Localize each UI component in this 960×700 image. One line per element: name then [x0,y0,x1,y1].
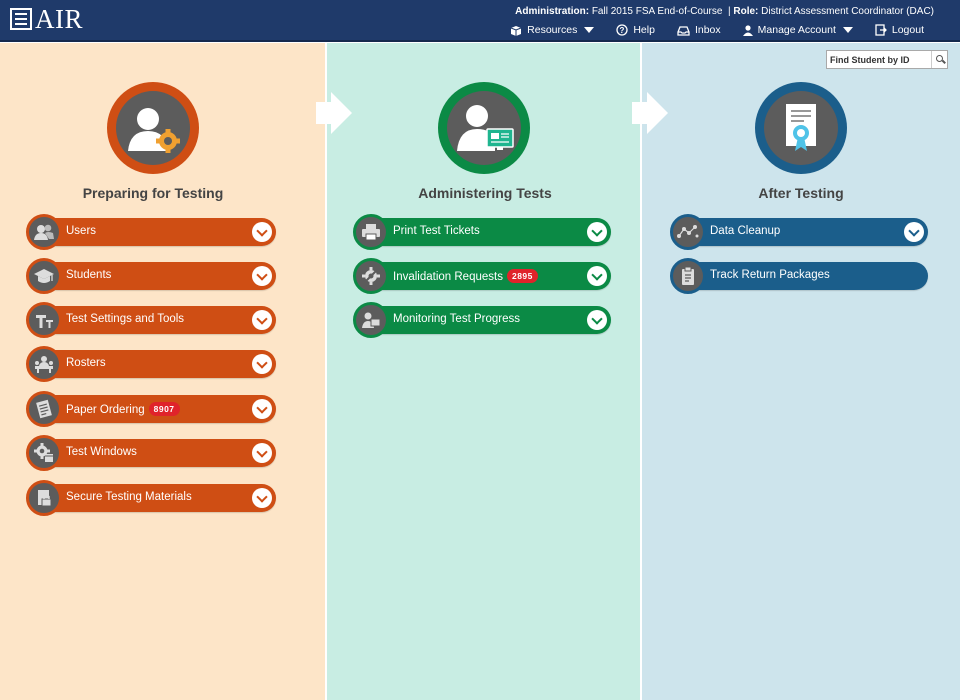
resources-menu[interactable]: Resources [510,24,595,36]
logout-label: Logout [891,24,924,36]
print-test-tickets-label: Print Test Tickets [393,225,480,237]
data-cleanup-label: Data Cleanup [710,225,781,237]
chevron-down-icon[interactable] [252,310,272,330]
manage-account-menu[interactable]: Manage Account [742,24,853,36]
monitoring-progress-label: Monitoring Test Progress [393,313,520,325]
invalidation-requests-badge: 2895 [506,269,538,283]
secure-materials-label: Secure Testing Materials [66,491,192,503]
chevron-down-icon[interactable] [252,488,272,508]
clipboard-icon [670,258,706,294]
administering-section-icon[interactable] [438,82,530,174]
rosters-label: Rosters [66,357,106,369]
logout-link[interactable]: Logout [875,24,924,36]
user-icon [742,24,753,36]
inbox-label: Inbox [694,24,721,36]
admin-label: Administration: [515,6,590,17]
users-icon [26,214,62,250]
data-cleanup-item[interactable]: Data Cleanup [670,214,928,250]
after-section-icon[interactable] [755,82,847,174]
role-value: District Assessment Coordinator (DAC) [761,6,934,17]
test-settings-label: Test Settings and Tools [66,313,185,325]
invalidation-requests-item[interactable]: Invalidation Requests 2895 [353,258,611,294]
certificate-icon [764,91,838,165]
chevron-down-icon[interactable] [587,266,607,286]
invalidation-requests-label: Invalidation Requests 2895 [393,269,538,283]
help-label: Help [633,24,655,36]
chevron-down-icon[interactable] [587,310,607,330]
chevron-down-icon[interactable] [252,399,272,419]
calendar-gear-icon [26,435,62,471]
chevron-down-icon [842,27,853,33]
chevron-down-icon[interactable] [904,222,924,242]
graduation-cap-icon [26,258,62,294]
chevron-down-icon[interactable] [252,266,272,286]
column-divider [325,43,327,700]
user-monitor-icon [447,91,521,165]
monitor-progress-icon [353,302,389,338]
printer-icon [353,214,389,250]
flow-arrow-icon [632,92,668,136]
chevron-down-icon[interactable] [587,222,607,242]
paper-ordering-label: Paper Ordering 8907 [66,402,180,416]
logo-text: AIR [35,4,83,34]
inbox-link[interactable]: Inbox [677,24,721,36]
track-return-packages-item[interactable]: Track Return Packages [670,258,928,294]
users-item[interactable]: Users [26,214,276,250]
separator: | [728,6,731,17]
data-cleanup-icon [670,214,706,250]
monitoring-progress-item[interactable]: Monitoring Test Progress [353,302,611,338]
preparing-section-icon[interactable] [107,82,199,174]
rosters-item[interactable]: Rosters [26,346,276,382]
find-student-input[interactable] [827,54,931,65]
preparing-title: Preparing for Testing [82,185,224,201]
invalidation-requests-text: Invalidation Requests [393,271,503,283]
classroom-icon [26,346,62,382]
paper-ordering-text: Paper Ordering [66,404,145,416]
students-item[interactable]: Students [26,258,276,294]
chevron-down-icon[interactable] [252,443,272,463]
flow-arrow-icon [316,92,352,136]
paper-order-icon [26,391,62,427]
students-label: Students [66,269,112,281]
column-divider [640,43,642,700]
air-logo[interactable]: AIR [10,4,83,34]
after-title: After Testing [758,185,844,201]
chevron-down-icon [584,27,595,33]
resources-label: Resources [527,24,578,36]
help-icon: ? [616,24,628,36]
print-test-tickets-item[interactable]: Print Test Tickets [353,214,611,250]
paper-ordering-badge: 8907 [148,402,180,416]
track-return-packages-label: Track Return Packages [710,269,830,281]
help-link[interactable]: ? Help [616,24,655,36]
admin-value: Fall 2015 FSA End-of-Course [591,6,723,17]
top-nav: Resources ? Help Inbox Manage Account Lo… [510,24,924,36]
role-label: Role: [733,6,759,17]
users-label: Users [66,225,97,237]
logo-mark-icon [10,8,32,30]
administration-info: Administration: Fall 2015 FSA End-of-Cou… [515,6,934,17]
inbox-icon [677,25,690,36]
test-windows-label: Test Windows [66,446,137,458]
chevron-down-icon[interactable] [252,222,272,242]
invalidation-icon [353,258,389,294]
secure-materials-item[interactable]: Secure Testing Materials [26,480,276,516]
manage-account-label: Manage Account [757,24,836,36]
tools-icon [26,302,62,338]
search-icon[interactable] [931,51,947,68]
resources-icon [510,25,522,36]
top-header: AIR Administration: Fall 2015 FSA End-of… [0,0,960,42]
test-windows-item[interactable]: Test Windows [26,435,276,471]
chevron-down-icon[interactable] [252,354,272,374]
find-student-search [826,50,948,69]
user-gear-icon [116,91,190,165]
logout-icon [875,24,887,36]
paper-ordering-item[interactable]: Paper Ordering 8907 [26,391,276,427]
svg-text:?: ? [620,26,625,35]
secure-document-icon [26,480,62,516]
test-settings-item[interactable]: Test Settings and Tools [26,302,276,338]
administering-title: Administering Tests [418,185,552,201]
